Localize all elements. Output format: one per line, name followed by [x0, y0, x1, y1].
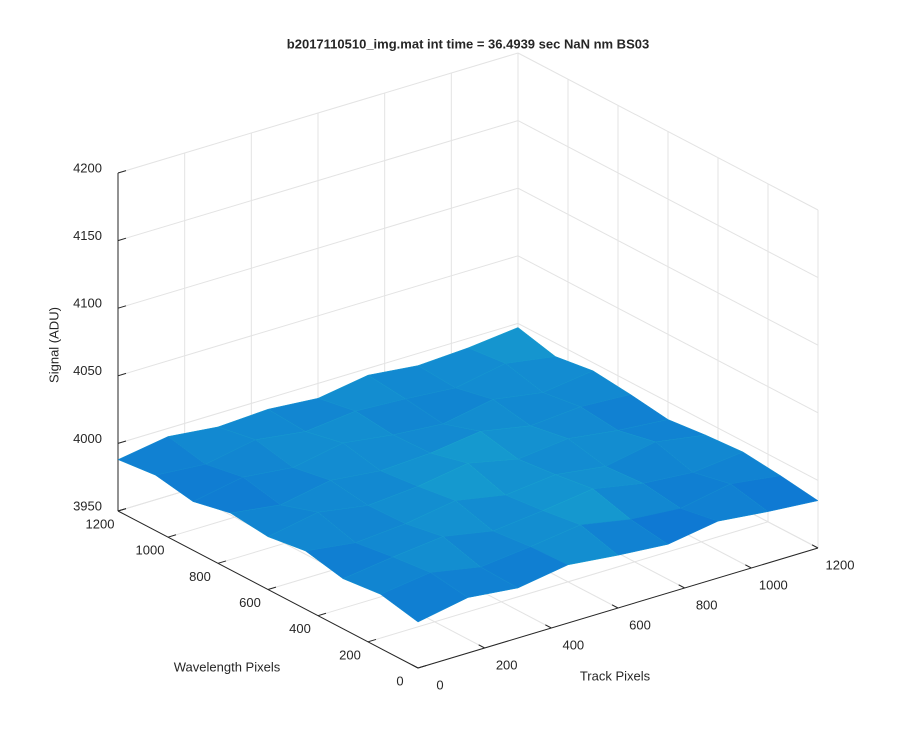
z-tick-label: 4050	[73, 363, 102, 378]
z-tick	[117, 305, 127, 309]
z-tick	[117, 170, 127, 174]
x-tick-label: 0	[436, 677, 443, 692]
y-tick-label: 0	[396, 673, 403, 688]
x-axis-label: Track Pixels	[580, 668, 651, 683]
chart-title: b2017110510_img.mat int time = 36.4939 s…	[287, 36, 649, 51]
y-tick	[167, 534, 177, 538]
y-tick-label: 200	[339, 647, 361, 662]
y-tick	[367, 638, 377, 643]
y-tick-label: 800	[189, 569, 211, 584]
grid-line	[517, 120, 819, 279]
x-tick	[545, 624, 552, 629]
z-tick-label: 4200	[73, 160, 102, 175]
x-tick-label: 600	[629, 617, 651, 632]
x-tick	[478, 644, 485, 649]
x-tick	[678, 584, 685, 589]
x-tick-label: 800	[696, 597, 718, 612]
x-tick	[811, 544, 819, 549]
z-tick-label: 4000	[73, 431, 102, 446]
y-tick-label: 1200	[86, 516, 115, 531]
z-tick	[117, 508, 127, 512]
grid-line	[117, 322, 519, 444]
x-tick	[411, 664, 419, 669]
grid-line	[117, 255, 519, 377]
z-tick	[117, 440, 127, 444]
y-tick	[317, 612, 327, 617]
x-tick-label: 1200	[826, 557, 855, 572]
grid-line	[517, 322, 819, 481]
grid-line	[517, 255, 819, 414]
z-tick	[117, 372, 127, 377]
x-tick	[745, 564, 752, 569]
x-tick	[611, 604, 619, 609]
surface-cell	[380, 572, 469, 623]
y-tick	[217, 560, 227, 564]
z-tick-label: 4100	[73, 296, 102, 311]
grid-line	[117, 187, 519, 309]
x-tick-label: 200	[496, 657, 518, 672]
y-tick	[267, 586, 277, 590]
grid-line	[517, 52, 819, 211]
z-tick	[117, 237, 127, 242]
y-tick	[417, 665, 427, 669]
y-tick-label: 1000	[136, 543, 165, 558]
x-tick-label: 400	[562, 637, 584, 652]
y-axis-label: Wavelength Pixels	[174, 659, 281, 674]
z-tick-label: 3950	[73, 498, 102, 513]
grid-line	[517, 187, 819, 346]
grid-line	[117, 52, 519, 174]
grid-line	[367, 521, 769, 643]
y-tick-label: 400	[289, 621, 311, 636]
x-tick-label: 1000	[759, 577, 788, 592]
grid-line	[117, 120, 519, 242]
y-tick-label: 600	[239, 595, 261, 610]
z-axis-label: Signal (ADU)	[46, 307, 61, 383]
z-tick-label: 4150	[73, 228, 102, 243]
